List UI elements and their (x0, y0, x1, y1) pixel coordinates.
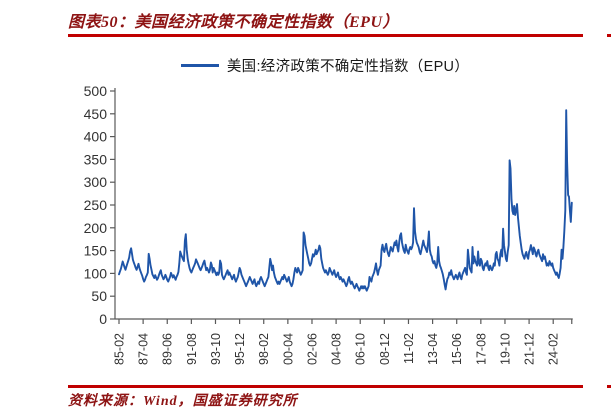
y-tick-label: 0 (99, 311, 107, 327)
x-tick-label: 87-04 (137, 333, 151, 365)
y-tick-label: 500 (84, 83, 108, 99)
x-tick-label: 06-10 (354, 333, 368, 365)
adjacent-figure-rule-top (607, 34, 611, 37)
x-tick-label: 24-02 (547, 333, 561, 365)
x-tick-label: 11-02 (402, 333, 416, 364)
legend-label: 美国:经济政策不确定性指数（EPU） (226, 59, 470, 75)
x-tick-label: 19-10 (498, 333, 512, 365)
x-tick-label: 95-12 (233, 333, 247, 365)
x-tick-label: 17-08 (474, 333, 488, 365)
x-tick-label: 21-12 (523, 333, 537, 365)
y-tick-label: 50 (91, 288, 107, 304)
x-tick-label: 02-06 (305, 333, 319, 365)
plot-area: 0 50 100 150 200 250 300 350 400 450 500 85-02 87-04… (84, 83, 573, 365)
y-tick-label: 150 (84, 243, 108, 259)
x-tick-label: 85-02 (113, 333, 127, 365)
y-tick-label: 400 (84, 129, 108, 145)
epu-chart: 0 50 100 150 200 250 300 350 400 450 500 85-02 87-04… (77, 37, 573, 384)
x-tick-label: 04-08 (330, 333, 344, 365)
y-tick-label: 350 (84, 151, 108, 167)
x-tick-label: 08-12 (378, 333, 392, 365)
y-tick-label: 250 (84, 197, 108, 213)
y-tick-label: 300 (84, 174, 108, 190)
y-tick-label: 100 (84, 265, 108, 281)
epu-line (118, 109, 573, 292)
x-tick-label: 91-08 (185, 333, 199, 365)
figure-title: 图表50：美国经济政策不确定性指数（EPU） (68, 14, 400, 31)
x-tick-label: 13-04 (426, 333, 440, 365)
top-rule (68, 34, 583, 37)
adjacent-figure-rule-bottom (607, 385, 611, 388)
x-tick-label: 15-06 (450, 333, 464, 365)
legend-line-swatch (180, 64, 219, 67)
x-tick-label: 89-06 (161, 333, 175, 365)
chart-legend: 美国:经济政策不确定性指数（EPU） (77, 55, 573, 76)
x-tick-label: 00-04 (281, 333, 295, 365)
x-tick-label: 93-10 (209, 333, 223, 365)
source-note: 资料来源：Wind，国盛证券研究所 (68, 394, 298, 409)
bottom-rule (68, 385, 583, 388)
y-tick-label: 450 (84, 106, 108, 122)
x-tick-label: 98-02 (257, 333, 271, 365)
y-tick-label: 200 (84, 220, 108, 236)
